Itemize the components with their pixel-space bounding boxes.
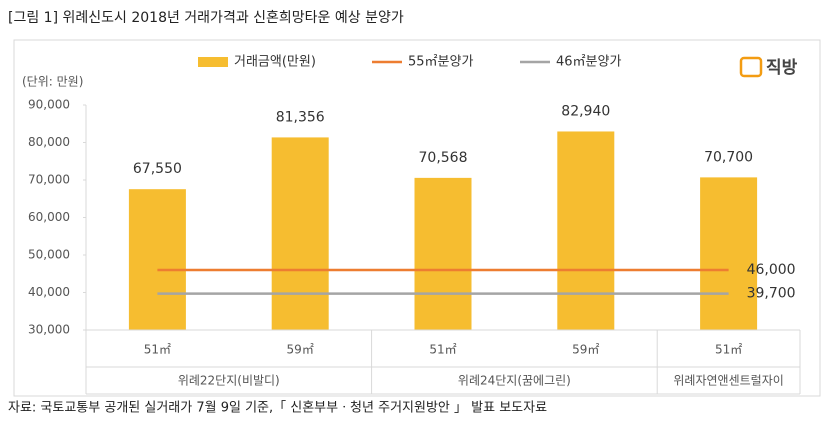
legend-label: 46㎡분양가	[556, 55, 621, 70]
logo-text: 직방	[766, 58, 798, 78]
x-tick-label: 51㎡	[715, 343, 742, 357]
group-label: 위례22단지(비발디)	[178, 374, 280, 388]
data-label: 70,568	[419, 150, 468, 166]
data-label: 70,700	[704, 149, 753, 165]
legend-swatch	[198, 57, 228, 67]
bar	[271, 137, 329, 330]
y-tick-label: 40,000	[28, 285, 70, 299]
x-tick-label: 51㎡	[429, 343, 456, 357]
y-tick-label: 90,000	[28, 98, 70, 112]
y-tick-label: 60,000	[28, 210, 70, 224]
group-label: 위례24단지(꿈에그린)	[458, 374, 571, 388]
logo-icon	[739, 56, 763, 78]
logo: 직방	[739, 56, 798, 78]
data-label: 39,700	[747, 286, 796, 302]
bar	[128, 189, 186, 330]
legend-label: 거래금액(만원)	[234, 55, 316, 70]
bar	[700, 177, 758, 330]
bar	[557, 131, 615, 330]
group-label: 위례자연앤센트럴자이	[673, 374, 783, 388]
y-tick-label: 50,000	[28, 248, 70, 262]
x-tick-label: 59㎡	[287, 343, 314, 357]
unit-label: (단위: 만원)	[22, 75, 83, 89]
data-label: 67,550	[133, 161, 182, 177]
x-tick-label: 59㎡	[572, 343, 599, 357]
data-label: 81,356	[276, 109, 325, 125]
x-tick-label: 51㎡	[144, 343, 171, 357]
y-tick-label: 70,000	[28, 173, 70, 187]
source: 자료: 국토교통부 공개된 실거래가 7월 9일 기준,「 신혼부부ㆍ청년 주거…	[8, 401, 547, 416]
bar	[414, 177, 472, 330]
data-label: 46,000	[747, 262, 796, 278]
y-tick-label: 30,000	[28, 323, 70, 337]
chart-title: [그림 1] 위례신도시 2018년 거래가격과 신혼희망타운 예상 분양가	[8, 10, 404, 26]
chart-frame	[13, 39, 821, 397]
y-tick-label: 80,000	[28, 135, 70, 149]
data-label: 82,940	[561, 103, 610, 119]
legend-label: 55㎡분양가	[408, 55, 473, 70]
